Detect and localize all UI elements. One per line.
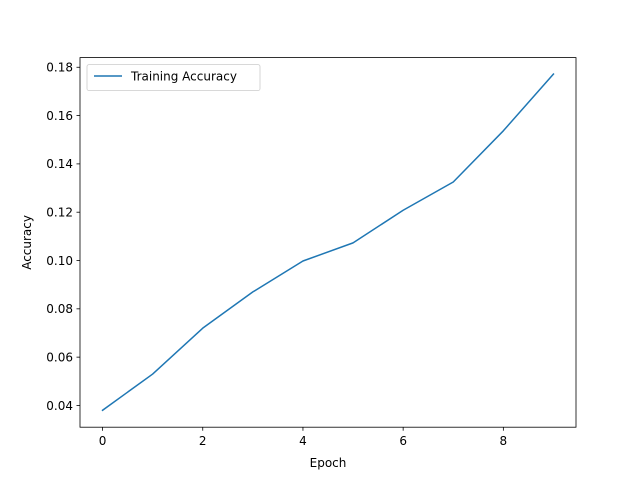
y-tick-label: 0.18	[46, 61, 73, 75]
x-tick-label: 0	[99, 434, 107, 448]
series-layer	[101, 72, 555, 412]
y-tick-label: 0.04	[46, 399, 73, 413]
y-tick-label: 0.10	[46, 254, 73, 268]
x-tick-label: 2	[199, 434, 207, 448]
y-tick-label: 0.08	[46, 302, 73, 316]
plot-frame	[79, 57, 577, 428]
y-axis-label: Accuracy	[20, 215, 34, 270]
legend-label-training-accuracy: Training Accuracy	[130, 70, 237, 84]
x-axis-ticks: 0 2 4 6 8	[99, 427, 507, 448]
y-tick-label: 0.12	[46, 206, 73, 220]
x-tick-label: 6	[399, 434, 407, 448]
y-tick-label: 0.06	[46, 350, 73, 364]
x-axis-label: Epoch	[310, 456, 347, 470]
x-tick-label: 8	[500, 434, 508, 448]
y-axis-ticks: 0.04 0.06 0.08 0.10 0.12 0.14 0.16 0.18	[46, 61, 80, 413]
legend: Training Accuracy	[86, 64, 261, 91]
y-tick-label: 0.16	[46, 109, 73, 123]
series-line-training-accuracy	[101, 72, 555, 412]
y-tick-label: 0.14	[46, 157, 73, 171]
x-tick-label: 4	[299, 434, 307, 448]
legend-box	[86, 64, 261, 91]
